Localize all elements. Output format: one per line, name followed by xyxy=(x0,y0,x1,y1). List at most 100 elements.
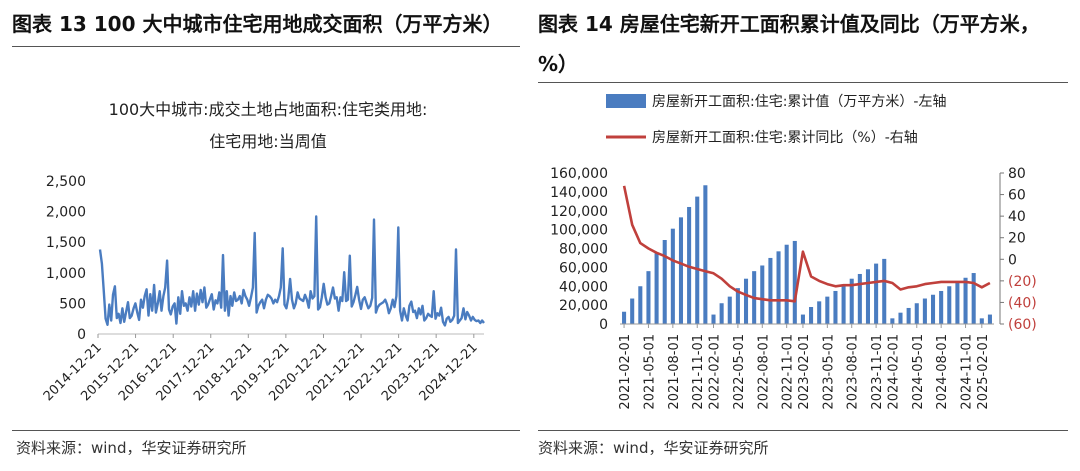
right-bar-series xyxy=(622,185,992,324)
bar-2022-02-01 xyxy=(711,314,716,324)
bar-2023-06-01 xyxy=(833,290,838,324)
left-chart-title-line-1: 100大中城市:成交土地占地面积:住宅类用地: xyxy=(109,100,428,119)
left-figure-panel: 图表 13 100 大中城市住宅用地成交面积（万平方米） 100大中城市:成交土… xyxy=(0,0,520,471)
right-x-tick-label: 2021-08-01 xyxy=(667,334,682,410)
right-line-series xyxy=(622,185,991,303)
left-y-tick-label: 1,500 xyxy=(46,235,86,251)
bar-2024-03-01 xyxy=(898,312,903,324)
bar-2022-10-01 xyxy=(776,251,781,324)
left-y-tick-label: 500 xyxy=(59,296,86,312)
left-chart-title-line-2: 住宅用地:当周值 xyxy=(209,132,326,151)
left-source-rule xyxy=(12,430,520,431)
bar-2021-08-01 xyxy=(670,228,675,324)
bar-2021-07-01 xyxy=(662,240,667,324)
bar-2021-02-01 xyxy=(622,311,627,324)
bar-2021-05-01 xyxy=(646,271,651,324)
bar-2024-04-01 xyxy=(906,307,911,324)
bar-2024-05-01 xyxy=(914,303,919,324)
bar-2021-04-01 xyxy=(638,286,643,324)
bar-2021-12-01 xyxy=(703,185,708,324)
right-right-y-tick-label: 20 xyxy=(1008,231,1026,247)
right-x-tick-label: 2022-08-01 xyxy=(756,334,771,410)
bar-2021-03-01 xyxy=(630,298,635,324)
bar-2023-03-01 xyxy=(809,307,814,324)
bar-2023-04-01 xyxy=(817,301,822,324)
yoy-line xyxy=(622,185,991,303)
left-series-line xyxy=(98,215,485,327)
right-x-tick-label: 2023-11-01 xyxy=(870,334,885,410)
right-left-y-tick-label: 0 xyxy=(599,317,608,333)
right-left-y-tick-label: 80,000 xyxy=(559,242,608,258)
right-x-tick-label: 2022-02-01 xyxy=(708,334,723,410)
bar-2022-11-01 xyxy=(784,244,789,324)
bar-2023-05-01 xyxy=(825,296,830,324)
bar-2022-08-01 xyxy=(760,265,765,324)
right-x-tick-label: 2023-08-01 xyxy=(846,334,861,410)
left-y-tick-label: 2,000 xyxy=(46,205,86,221)
right-right-y-tick-label: (40) xyxy=(1008,295,1037,311)
bar-2024-07-01 xyxy=(930,294,936,324)
right-x-tick-label: 2023-05-01 xyxy=(821,334,836,410)
right-x-tick-label: 2024-11-01 xyxy=(960,334,975,410)
right-left-y-axis: 0 20,000 40,000 60,000 80,000 100,000 120,000 1… xyxy=(550,166,608,333)
right-figure-title: 图表 14 房屋住宅新开工面积累计值及同比（万平方米，%） xyxy=(538,12,1040,76)
bar-2024-10-01 xyxy=(955,282,960,324)
legend-bar-swatch xyxy=(606,94,646,108)
left-y-axis: 0 500 1,000 1,500 2,000 2,500 xyxy=(46,174,484,343)
right-left-y-tick-label: 20,000 xyxy=(559,298,608,314)
left-source-note: 资料来源：wind，华安证券研究所 xyxy=(16,439,247,457)
right-x-tick-label: 2023-02-01 xyxy=(797,334,812,410)
right-right-y-tick-label: 40 xyxy=(1008,209,1026,225)
bar-2022-12-01 xyxy=(792,240,797,324)
left-y-tick-label: 0 xyxy=(77,327,86,343)
right-right-y-tick-label: 60 xyxy=(1008,188,1026,204)
right-left-y-tick-label: 60,000 xyxy=(559,260,608,276)
left-y-tick-label: 2,500 xyxy=(46,174,86,190)
right-x-tick-label: 2021-11-01 xyxy=(691,334,706,410)
bar-2024-09-01 xyxy=(947,286,952,324)
bar-2024-12-01 xyxy=(971,273,976,324)
bar-2023-08-01 xyxy=(849,278,854,324)
right-x-tick-label: 2025-02-01 xyxy=(976,334,991,410)
legend-line-label: 房屋新开工面积:住宅:累计同比（%）-右轴 xyxy=(652,130,918,146)
right-left-y-tick-label: 160,000 xyxy=(550,166,608,182)
right-x-axis: 2021-02-01 2021-05-01 2021-08-01 2021-11-01… xyxy=(618,323,994,410)
bar-2023-09-01 xyxy=(857,273,862,324)
legend-bar-label: 房屋新开工面积:住宅:累计值（万平方米）-左轴 xyxy=(652,94,946,110)
right-x-tick-label: 2021-05-01 xyxy=(642,334,657,410)
right-left-y-tick-label: 40,000 xyxy=(559,279,608,295)
right-left-y-tick-label: 100,000 xyxy=(550,223,608,239)
bar-2023-12-01 xyxy=(882,258,887,324)
bar-2022-05-01 xyxy=(735,288,740,324)
right-source-note: 资料来源：wind，华安证券研究所 xyxy=(538,439,769,457)
right-right-y-tick-label: 80 xyxy=(1008,166,1026,182)
bar-2024-02-01 xyxy=(890,318,895,324)
bar-2024-06-01 xyxy=(922,298,927,324)
bar-2024-11-01 xyxy=(963,277,968,324)
right-x-tick-label: 2022-11-01 xyxy=(781,334,796,410)
left-figure-title: 图表 13 100 大中城市住宅用地成交面积（万平方米） xyxy=(12,12,503,36)
bar-2023-10-01 xyxy=(865,269,871,324)
right-x-tick-label: 2024-08-01 xyxy=(935,334,950,410)
legend: 房屋新开工面积:住宅:累计值（万平方米）-左轴 房屋新开工面积:住宅:累计同比（… xyxy=(606,94,946,146)
bar-2023-07-01 xyxy=(841,284,846,324)
bar-2022-03-01 xyxy=(719,303,724,324)
left-line-chart: 100大中城市:成交土地占地面积:住宅类用地: 住宅用地:当周值 0 500 1,0… xyxy=(41,100,485,404)
bar-2022-09-01 xyxy=(768,257,773,324)
bar-2025-03-01 xyxy=(987,314,992,324)
left-title-rule xyxy=(12,46,520,47)
right-right-y-tick-label: (60) xyxy=(1008,317,1037,333)
bar-2022-06-01 xyxy=(743,278,749,324)
right-bar-line-chart: 房屋新开工面积:住宅:累计值（万平方米）-左轴 房屋新开工面积:住宅:累计同比（… xyxy=(550,94,1037,410)
right-figure-panel: 图表 14 房屋住宅新开工面积累计值及同比（万平方米，%） 房屋新开工面积:住宅… xyxy=(538,0,1080,471)
right-left-y-tick-label: 140,000 xyxy=(550,185,608,201)
right-right-y-tick-label: (20) xyxy=(1008,274,1037,290)
left-series-group xyxy=(98,215,485,327)
right-left-y-tick-label: 120,000 xyxy=(550,204,608,220)
bar-2021-11-01 xyxy=(695,196,700,324)
right-right-y-axis: (60) (40) (20) 0 20 40 60 80 xyxy=(999,166,1037,333)
right-source-rule xyxy=(538,430,1068,431)
bar-2021-06-01 xyxy=(654,253,659,324)
right-x-tick-label: 2021-02-01 xyxy=(618,334,633,410)
right-x-tick-label: 2024-02-01 xyxy=(886,334,901,410)
